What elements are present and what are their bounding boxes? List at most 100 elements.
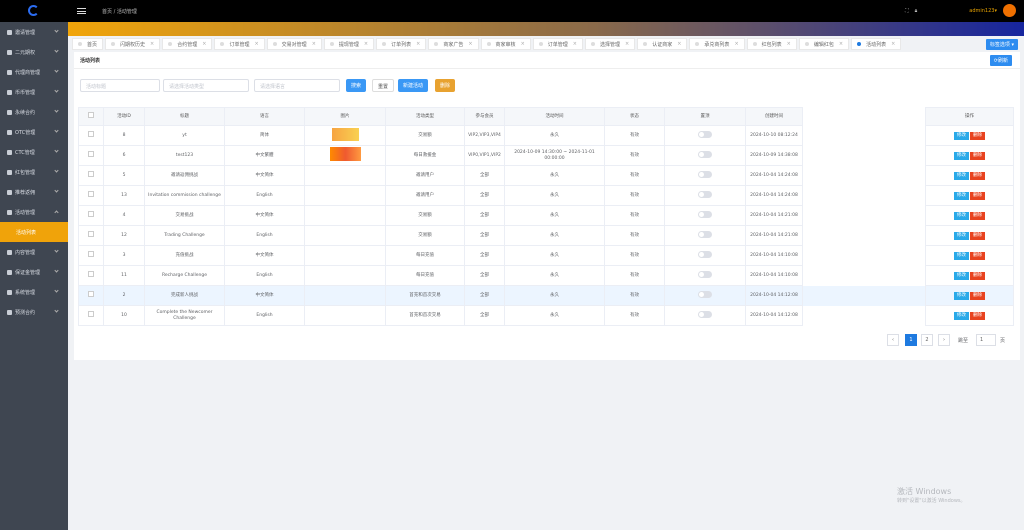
row-checkbox[interactable] [88,231,94,237]
close-icon[interactable]: × [677,41,682,47]
pin-toggle[interactable] [698,250,712,258]
sidebar-item[interactable]: 邀请管理 [0,22,68,42]
pin-toggle[interactable] [698,130,712,138]
title-input[interactable]: 活动标题 [80,79,160,92]
close-icon[interactable]: × [311,41,316,47]
next-page-button[interactable]: › [938,334,950,346]
pin-toggle[interactable] [698,270,712,278]
row-checkbox[interactable] [88,271,94,277]
sidebar-item[interactable]: 系统管理 [0,282,68,302]
goto-page-input[interactable]: 1 [976,334,996,346]
row-checkbox[interactable] [88,251,94,257]
edit-button[interactable]: 修改 [954,231,969,240]
sidebar-item[interactable]: 内容管理 [0,242,68,262]
table-row[interactable]: 2 完成新人挑战 中文简体 首充和首次交易 全部 永久 有效 2024-10-04 14:12… [78,285,1014,306]
tab[interactable]: 订单管理 × [532,38,583,50]
pin-toggle[interactable] [698,170,712,178]
delete-row-button[interactable]: 删除 [970,271,985,280]
breadcrumb-home[interactable]: 首页 [102,9,113,15]
sidebar-item[interactable]: 保证金管理 [0,262,68,282]
edit-button[interactable]: 修改 [954,311,969,320]
avatar[interactable] [1003,4,1016,17]
row-checkbox[interactable] [88,211,94,217]
delete-row-button[interactable]: 删除 [970,131,985,140]
close-icon[interactable]: × [468,41,473,47]
table-row[interactable]: 8 yt 简体 交易额 VIP2,VIP3,VIP4 永久 有效 2024-10-10 08:… [78,125,1014,146]
sidebar-item[interactable]: 币币管理 [0,82,68,102]
edit-button[interactable]: 修改 [954,191,969,200]
row-checkbox[interactable] [88,191,94,197]
close-icon[interactable]: × [520,41,525,47]
close-icon[interactable]: × [625,41,630,47]
search-button[interactable]: 搜索 [346,79,367,92]
table-row[interactable]: 13 Invitation commission challenge English… [78,185,1014,206]
type-select[interactable]: 请选择活动类型 [163,79,249,92]
sidebar-item[interactable]: 红包管理 [0,162,68,182]
select-all-checkbox[interactable] [88,112,94,118]
table-row[interactable]: 4 交易挑战 中文简体 交易额 全部 永久 有效 2024-10-04 14:21:08 修改删… [78,205,1014,226]
sidebar-item[interactable]: 代理商管理 [0,62,68,82]
table-row[interactable]: 12 Trading Challenge English 交易额 全部 永久 有效 2024-… [78,225,1014,246]
edit-button[interactable]: 修改 [954,271,969,280]
edit-button[interactable]: 修改 [954,211,969,220]
edit-button[interactable]: 修改 [954,251,969,260]
delete-row-button[interactable]: 删除 [970,211,985,220]
tab[interactable]: 订单管理 × [214,38,265,50]
tab[interactable]: 认证商家 × [637,38,688,50]
sidebar-item[interactable]: 二元期权 [0,42,68,62]
close-icon[interactable]: × [202,41,207,47]
sidebar-item[interactable]: 活动管理 [0,202,68,222]
fullscreen-icon[interactable]: ⛶ [905,7,909,14]
tab[interactable]: 选择管理 × [584,38,636,50]
close-icon[interactable]: × [363,41,369,47]
pin-toggle[interactable] [698,290,712,298]
reset-button[interactable]: 重置 [372,79,395,92]
sidebar-item[interactable]: CTC管理 [0,142,68,162]
tab[interactable]: 活动列表 × [851,38,902,50]
pin-toggle[interactable] [698,230,712,238]
sidebar-item[interactable]: OTC管理 [0,122,68,142]
tab[interactable]: 红包列表 × [746,38,797,50]
table-row[interactable]: 5 邀请返佣挑战 中文简体 邀请用户 全部 永久 有效 2024-10-04 14:24:08… [78,165,1014,186]
tab[interactable]: 闪期权历史 × [105,38,161,50]
close-icon[interactable]: × [891,41,896,47]
tab[interactable]: 交易对管理 × [266,38,322,50]
row-checkbox[interactable] [88,311,94,317]
pin-toggle[interactable] [698,150,712,158]
pin-toggle[interactable] [698,310,712,318]
tab[interactable]: 商家广告 × [428,38,479,50]
tab[interactable]: 合约管理 × [162,38,213,50]
page-1-button[interactable]: 1 [905,334,917,346]
user-menu[interactable]: admin123▾ [969,7,997,14]
table-row[interactable]: 11 Recharge Challenge English 每日充值 全部 永久 有效 202… [78,265,1014,286]
pin-toggle[interactable] [698,210,712,218]
pin-toggle[interactable] [698,190,712,198]
row-checkbox[interactable] [88,151,94,157]
delete-row-button[interactable]: 删除 [970,151,985,160]
close-icon[interactable]: × [786,41,791,47]
tab[interactable]: 承兑商列表 × [689,38,745,50]
table-row[interactable]: 6 test123 中文繁體 每日救援金 VIP0,VIP1,VIP2 2024-10-0… [78,145,1014,166]
row-checkbox[interactable] [88,291,94,297]
delete-row-button[interactable]: 删除 [970,291,985,300]
sidebar-item[interactable]: 预测合约 [0,302,68,322]
delete-row-button[interactable]: 删除 [970,311,985,320]
page-2-button[interactable]: 2 [921,334,933,346]
sidebar-item[interactable]: 活动列表 [0,222,68,242]
tab[interactable]: 首页 [72,38,104,50]
delete-row-button[interactable]: 删除 [970,231,985,240]
close-icon[interactable]: × [734,41,739,47]
tab[interactable]: 编辑红包 × [798,38,850,50]
add-activity-button[interactable]: 新建活动 [398,79,429,92]
edit-button[interactable]: 修改 [954,131,969,140]
language-select[interactable]: 请选择语言 [254,79,340,92]
close-icon[interactable]: × [150,41,155,47]
tab[interactable]: 提现管理 × [323,38,375,50]
delete-row-button[interactable]: 删除 [970,191,985,200]
edit-button[interactable]: 修改 [954,151,969,160]
table-row[interactable]: 10 Complete the Newcomer Challenge English… [78,305,1014,326]
edit-button[interactable]: 修改 [954,171,969,180]
close-icon[interactable]: × [254,41,259,47]
tab[interactable]: 商家审核 × [480,38,531,50]
edit-button[interactable]: 修改 [954,291,969,300]
